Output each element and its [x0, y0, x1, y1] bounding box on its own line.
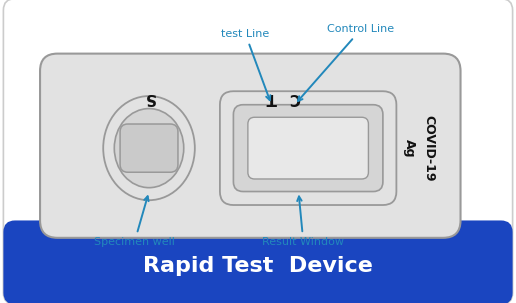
Text: Rapid Test  Device: Rapid Test Device — [143, 256, 373, 276]
Text: Result Window: Result Window — [262, 196, 344, 247]
Text: test Line: test Line — [221, 29, 270, 100]
Text: COVID-19
Ag: COVID-19 Ag — [403, 115, 435, 181]
Text: Specimen well: Specimen well — [94, 196, 175, 247]
FancyBboxPatch shape — [248, 117, 368, 179]
Ellipse shape — [115, 108, 184, 188]
Text: Control Line: Control Line — [298, 24, 395, 101]
Bar — [15, 235, 501, 289]
Text: T: T — [266, 89, 277, 105]
FancyBboxPatch shape — [15, 232, 501, 261]
Ellipse shape — [103, 96, 195, 200]
Text: C: C — [289, 89, 300, 105]
FancyBboxPatch shape — [4, 0, 512, 303]
FancyBboxPatch shape — [40, 54, 460, 238]
FancyBboxPatch shape — [220, 91, 396, 205]
Text: S: S — [143, 89, 154, 105]
FancyBboxPatch shape — [233, 105, 383, 191]
FancyBboxPatch shape — [4, 221, 512, 303]
FancyBboxPatch shape — [120, 124, 178, 172]
